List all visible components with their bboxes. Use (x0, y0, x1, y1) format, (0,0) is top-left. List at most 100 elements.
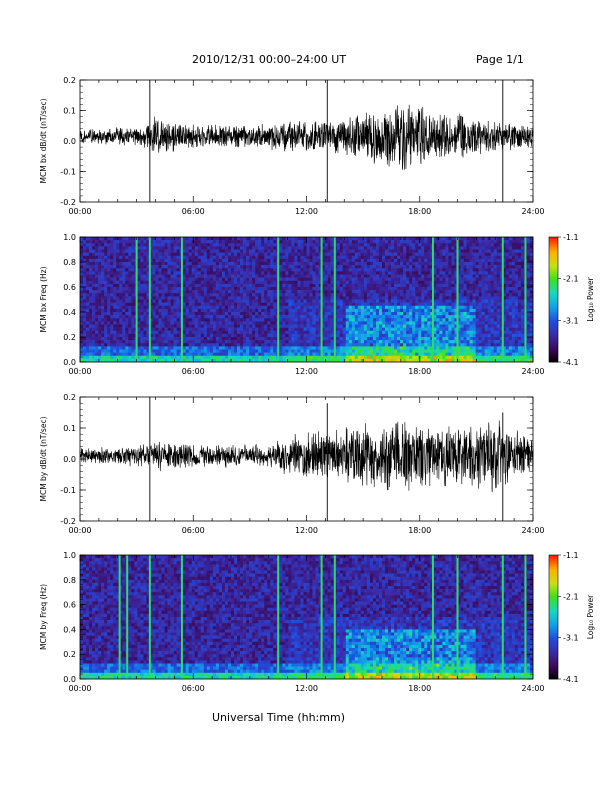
heatmap-cell (221, 312, 226, 316)
heatmap-cell (348, 349, 353, 353)
heatmap-cell (354, 340, 359, 344)
heatmap-cell (312, 321, 316, 325)
heatmap-cell (98, 299, 102, 303)
heatmap-cell (378, 302, 383, 307)
heatmap-cell (397, 252, 401, 257)
heatmap-cell (252, 283, 256, 288)
heatmap-cell (218, 312, 223, 316)
heatmap-cell (116, 305, 120, 310)
heatmap-cell (312, 337, 316, 341)
heatmap-cell (385, 255, 389, 260)
heatmap-cell (363, 252, 368, 257)
heatmap-cell (212, 302, 217, 307)
heatmap-cell (309, 333, 313, 338)
heatmap-cell (382, 349, 386, 353)
heatmap-cell (146, 277, 150, 282)
heatmap-cell (170, 305, 174, 310)
heatmap-cell (137, 280, 141, 285)
heatmap-cell (300, 333, 304, 338)
heatmap-cell (348, 299, 353, 303)
heatmap-cell (197, 318, 202, 322)
heatmap-cell (330, 293, 334, 297)
heatmap-cell (397, 262, 401, 266)
heatmap-cell (303, 293, 307, 297)
heatmap-cell (357, 240, 362, 244)
heatmap-cell (240, 287, 244, 291)
heatmap-cell (258, 337, 262, 341)
heatmap-cell (445, 246, 449, 250)
heatmap-cell (95, 274, 99, 278)
heatmap-cell (394, 246, 398, 250)
heatmap-cell (194, 358, 199, 363)
heatmap-cell (249, 240, 253, 244)
heatmap-cell (167, 265, 171, 269)
heatmap-cell (209, 283, 214, 288)
heatmap-cell (312, 346, 316, 350)
heatmap-cell (89, 277, 93, 282)
heatmap-cell (315, 337, 319, 341)
heatmap-cell (119, 290, 123, 294)
heatmap-cell (306, 237, 310, 241)
heatmap-cell (279, 333, 283, 338)
heatmap-cell (321, 312, 325, 316)
heatmap-cell (294, 293, 298, 297)
heatmap-cell (382, 287, 386, 291)
heatmap-cell (264, 296, 268, 300)
heatmap-cell (173, 324, 177, 328)
heatmap-cell (294, 318, 298, 322)
heatmap-cell (282, 296, 286, 300)
heatmap-cell (394, 280, 398, 285)
heatmap-cell (279, 321, 283, 325)
heatmap-cell (360, 330, 365, 335)
heatmap-cell (203, 318, 208, 322)
heatmap-cell (366, 340, 371, 344)
heatmap-cell (388, 293, 392, 297)
heatmap-cell (306, 352, 310, 357)
heatmap-cell (249, 255, 253, 260)
heatmap-cell (119, 246, 123, 250)
heatmap-cell (436, 340, 440, 344)
heatmap-cell (221, 243, 226, 247)
heatmap-cell (327, 337, 331, 341)
heatmap-cell (306, 246, 310, 250)
heatmap-cell (378, 280, 383, 285)
heatmap-cell (391, 321, 395, 325)
heatmap-cell (267, 324, 271, 328)
heatmap-cell (315, 315, 319, 319)
heatmap-cell (128, 305, 132, 310)
heatmap-cell (191, 315, 196, 319)
heatmap-cell (391, 318, 395, 322)
heatmap-cell (382, 237, 386, 241)
heatmap-cell (412, 246, 416, 250)
heatmap-cell (345, 265, 350, 269)
heatmap-cell (406, 327, 410, 332)
heatmap-cell (412, 299, 416, 303)
heatmap-cell (415, 333, 419, 338)
heatmap-cell (170, 346, 174, 350)
heatmap-cell (231, 333, 235, 338)
heatmap-cell (197, 343, 202, 347)
heatmap-cell (240, 290, 244, 294)
heatmap-cell (194, 293, 199, 297)
heatmap-cell (345, 249, 350, 253)
heatmap-cell (403, 237, 407, 241)
heatmap-cell (234, 280, 238, 285)
heatmap-cell (240, 268, 244, 272)
heatmap-cell (297, 333, 301, 338)
heatmap-cell (360, 346, 365, 350)
heatmap-cell (218, 268, 223, 272)
heatmap-cell (101, 246, 105, 250)
heatmap-cell (206, 283, 211, 288)
heatmap-cell (321, 290, 325, 294)
heatmap-cell (86, 302, 90, 307)
heatmap-cell (182, 308, 186, 313)
heatmap-cell (131, 308, 135, 313)
heatmap-cell (327, 333, 331, 338)
heatmap-cell (342, 333, 347, 338)
heatmap-cell (442, 290, 446, 294)
heatmap-cell (122, 274, 126, 278)
heatmap-cell (224, 308, 229, 313)
heatmap-cell (339, 237, 344, 241)
heatmap-cell (375, 340, 380, 344)
heatmap-cell (143, 293, 147, 297)
